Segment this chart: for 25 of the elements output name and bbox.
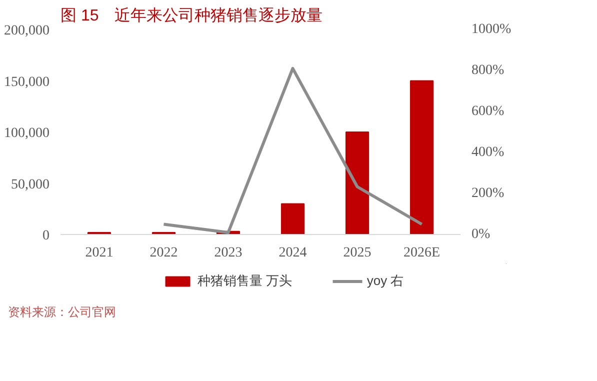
bar bbox=[410, 80, 434, 234]
bar bbox=[280, 203, 305, 234]
x-tick-label: 2021 bbox=[85, 246, 114, 260]
y-tick-label: 100,000 bbox=[4, 126, 50, 141]
x-tick-label: 2024 bbox=[278, 246, 307, 260]
y2-tick-label: 600% bbox=[472, 104, 504, 119]
legend-label: 种猪销售量 万头 bbox=[197, 272, 292, 290]
y-tick-label: 150,000 bbox=[4, 74, 50, 90]
x-tick-label: 2023 bbox=[214, 246, 242, 260]
y2-tick-label: 400% bbox=[472, 145, 504, 160]
x-tick-label: 2025 bbox=[343, 246, 372, 260]
x-tick-label: 2026E bbox=[404, 246, 440, 260]
y-tick-label: 200,000 bbox=[4, 24, 50, 38]
line-series bbox=[162, 66, 424, 234]
y-tick-label: 50,000 bbox=[11, 177, 50, 192]
x-tick-label: 2022 bbox=[150, 246, 178, 260]
y2-tick-label: 0% bbox=[472, 227, 490, 242]
y2-tick-label: 1000% bbox=[472, 22, 512, 37]
y-tick-label: 0 bbox=[42, 228, 50, 244]
y2-tick-label: 800% bbox=[472, 63, 504, 78]
legend-label: yoy 右 bbox=[366, 272, 404, 290]
bar bbox=[345, 132, 370, 234]
y2-tick-label: 200% bbox=[472, 186, 504, 201]
text: 资料来源：公司官网 bbox=[8, 304, 116, 321]
chart-title: 图 15 近年来公司种猪销售逐步放量 bbox=[60, 6, 323, 24]
